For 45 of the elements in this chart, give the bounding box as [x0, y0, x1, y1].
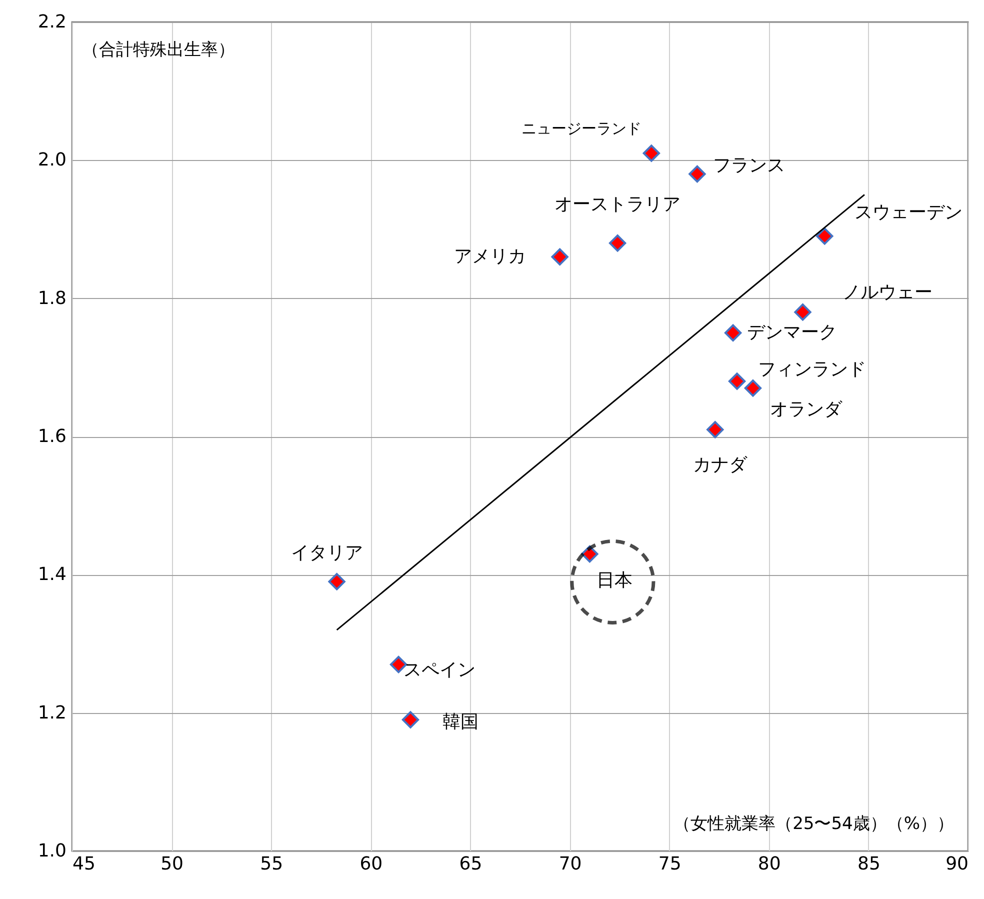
point — [551, 248, 568, 266]
annotation: ニュージーランド — [521, 119, 642, 138]
point — [642, 144, 660, 162]
annotation: スウェーデン — [854, 202, 963, 224]
x-tick-label: 70 — [558, 854, 582, 874]
x-tick-label: 60 — [360, 854, 383, 874]
x-tick-label: 65 — [459, 854, 482, 874]
annotation: 日本 — [596, 570, 633, 591]
point — [328, 572, 346, 590]
point — [724, 324, 742, 342]
x-tick-label: 80 — [758, 854, 781, 874]
y-tick-label: 1.4 — [38, 564, 66, 586]
x-tick-label: 75 — [658, 854, 682, 874]
point — [728, 372, 746, 390]
point — [688, 165, 706, 183]
y-tick-label: 1.0 — [38, 840, 66, 862]
annotation: ノルウェー — [842, 282, 933, 304]
point — [816, 228, 834, 245]
y-tick-label: 2.0 — [38, 150, 66, 171]
x-tick-label: 90 — [946, 854, 968, 874]
y-tick-label: 1.2 — [38, 702, 66, 724]
y-axis-title: （合計特殊出生率） — [82, 40, 235, 60]
y-tick-label: 1.6 — [38, 426, 66, 447]
annotation: デンマーク — [747, 322, 838, 343]
annotation: オーストラリア — [554, 194, 681, 216]
annotation: フィンランド — [758, 359, 866, 380]
x-tick-label: 45 — [72, 854, 96, 874]
point — [402, 711, 420, 728]
annotation: カナダ — [693, 454, 748, 476]
annotation: オランダ — [770, 399, 843, 420]
point — [794, 304, 812, 321]
annotation: スペイン — [404, 659, 476, 680]
point — [608, 234, 626, 252]
annotation: フランス — [713, 154, 786, 176]
point — [744, 380, 762, 397]
annotation: イタリア — [290, 542, 363, 564]
x-tick-label: 50 — [160, 854, 184, 874]
x-tick-label: 85 — [857, 854, 880, 874]
annotation: 韓国 — [442, 712, 478, 733]
annotation: アメリカ — [454, 246, 526, 267]
x-axis-title: （女性就業率（25〜54歳）（%）） — [674, 814, 954, 834]
y-tick-label: 2.2 — [38, 12, 66, 32]
point — [706, 421, 724, 438]
y-tick-label: 1.8 — [38, 288, 66, 309]
x-tick-label: 55 — [260, 854, 284, 874]
